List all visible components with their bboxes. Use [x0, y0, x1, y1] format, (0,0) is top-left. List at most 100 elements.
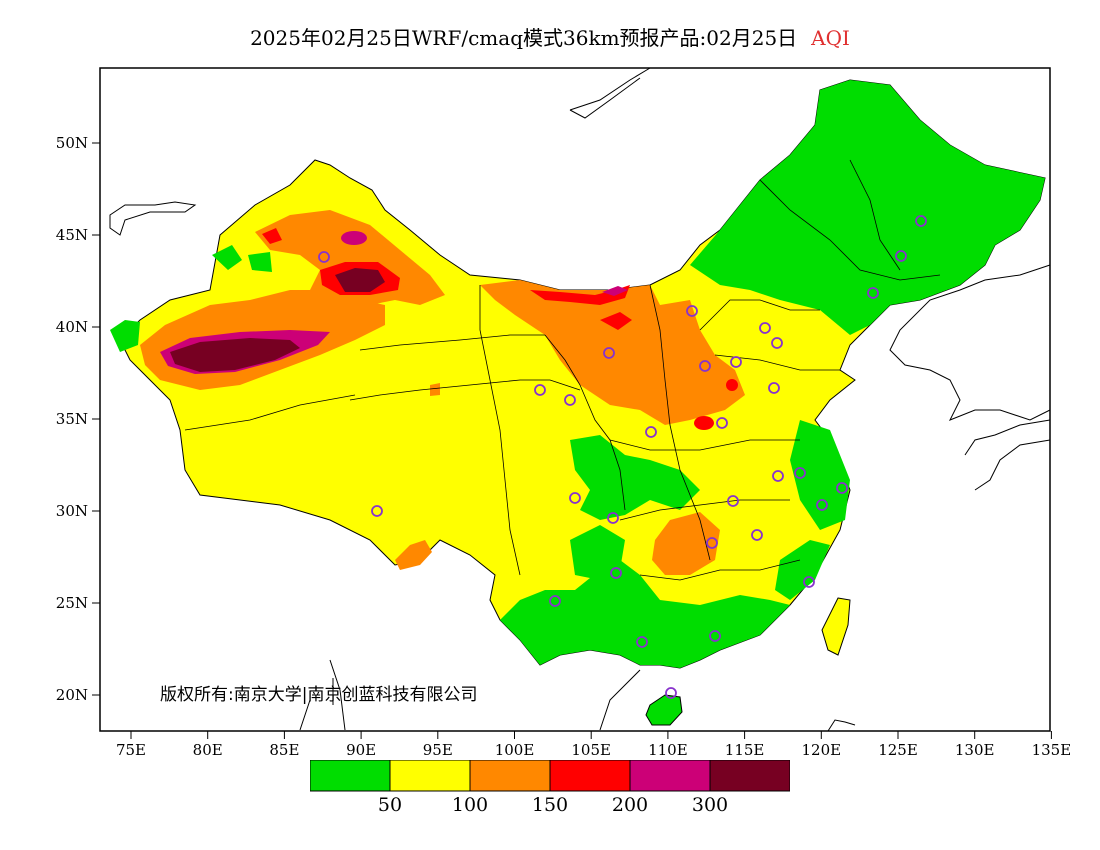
lon-tick-label: 105E: [571, 741, 611, 759]
korea-coast: [889, 264, 1051, 421]
station-marker: [895, 250, 907, 262]
lat-tick-label: 35N: [56, 410, 88, 428]
plume-north-red: [530, 285, 630, 305]
plume-north-purple: [602, 286, 628, 296]
legend-swatch: [549, 760, 631, 792]
philippines-coast: [827, 719, 856, 732]
plume-tibet-orange: [395, 540, 432, 570]
legend-swatch: [629, 760, 711, 792]
region-fujian-good: [775, 540, 830, 600]
legend-label: 50: [377, 794, 403, 816]
lat-tick-label: 40N: [56, 318, 88, 336]
lon-tick-label: 120E: [802, 741, 842, 759]
japan-coast: [964, 419, 1051, 491]
legend-label: 200: [611, 794, 649, 816]
map-title: 2025年02月25日WRF/cmaq模式36km预报产品:02月25日 AQI: [0, 22, 1100, 51]
legend-swatch: [310, 760, 391, 792]
plume-hami-red: [262, 228, 282, 244]
station-marker: [716, 417, 728, 429]
vietnam-coast: [299, 659, 641, 731]
lon-tick-label: 110E: [648, 741, 688, 759]
lat-tick-label: 30N: [56, 502, 88, 520]
station-marker: [772, 470, 784, 482]
station-marker: [730, 356, 742, 368]
lat-tick-label: 25N: [56, 594, 88, 612]
lat-tick-label: 50N: [56, 134, 88, 152]
station-marker: [665, 687, 677, 699]
copyright-text: 版权所有:南京大学|南京创蓝科技有限公司: [160, 685, 478, 705]
aqi-fields: [110, 79, 1046, 726]
station-marker: [706, 537, 718, 549]
island-hainan: [645, 694, 683, 726]
province-borders: [184, 159, 941, 581]
station-marker: [751, 529, 763, 541]
plume-xinjiang-hazardous: [170, 338, 300, 372]
legend-labels: 50 100 150 200 300: [310, 794, 790, 818]
region-xinjiang-west-good: [110, 320, 140, 352]
lon-tick-label: 125E: [878, 741, 918, 759]
station-marker: [686, 305, 698, 317]
region-northeast-good: [690, 80, 1045, 335]
plume-northchina-orange: [480, 280, 745, 425]
plume-junggar-hazardous: [335, 268, 385, 292]
lake-balkhash: [109, 201, 197, 236]
legend-label: 100: [451, 794, 489, 816]
plume-hebei-red: [726, 379, 738, 391]
station-marker: [759, 322, 771, 334]
station-marker: [569, 492, 581, 504]
station-marker: [318, 251, 330, 263]
plume-shanxi-red: [600, 312, 632, 330]
station-marker: [564, 394, 576, 406]
lake-baikal: [569, 67, 651, 119]
plume-henan-red: [694, 416, 714, 430]
lon-tick-label: 90E: [346, 741, 376, 759]
station-marker: [867, 287, 879, 299]
plume-hunan-orange: [652, 512, 720, 575]
station-marker: [607, 512, 619, 524]
station-marker: [371, 505, 383, 517]
region-central-good: [570, 435, 700, 520]
station-marker: [727, 495, 739, 507]
legend-swatch: [709, 760, 790, 792]
aqi-legend: [310, 760, 790, 792]
legend-swatch: [469, 760, 551, 792]
lat-tick-label: 45N: [56, 226, 88, 244]
station-marker: [915, 215, 927, 227]
station-marker: [549, 595, 561, 607]
station-marker: [836, 482, 848, 494]
station-marker: [603, 347, 615, 359]
plume-qinghai-orange: [430, 383, 440, 396]
station-marker: [610, 567, 622, 579]
station-marker: [699, 360, 711, 372]
station-markers: [318, 215, 927, 699]
latitude-axis: 50N 45N 40N 35N 30N 25N 20N: [56, 134, 100, 704]
station-marker: [636, 636, 648, 648]
station-marker: [709, 630, 721, 642]
plume-urumqi-core: [341, 231, 367, 245]
station-marker: [768, 382, 780, 394]
station-marker: [803, 576, 815, 588]
title-text: 2025年02月25日WRF/cmaq模式36km预报产品:02月25日: [250, 26, 798, 50]
island-taiwan: [821, 597, 851, 656]
lon-tick-label: 95E: [423, 741, 453, 759]
lat-tick-label: 20N: [56, 686, 88, 704]
legend-swatch: [389, 760, 471, 792]
lon-tick-label: 85E: [269, 741, 299, 759]
lon-tick-label: 75E: [116, 741, 146, 759]
station-marker: [534, 384, 546, 396]
lon-tick-label: 80E: [193, 741, 223, 759]
station-marker: [645, 426, 657, 438]
station-marker: [794, 467, 806, 479]
lon-tick-label: 135E: [1032, 741, 1072, 759]
region-xinjiang-north-good: [212, 245, 272, 272]
station-marker: [816, 499, 828, 511]
longitude-axis: 75E 80E 85E 90E 95E 100E 105E 110E 115E 120E 125E 1…: [116, 731, 1071, 759]
station-marker: [771, 337, 783, 349]
legend-label: 300: [691, 794, 729, 816]
legend-label: 150: [531, 794, 569, 816]
neighbor-coastlines: [109, 67, 1051, 732]
lon-tick-label: 100E: [495, 741, 535, 759]
title-variable: AQI: [811, 26, 850, 50]
region-east-good: [790, 420, 850, 530]
